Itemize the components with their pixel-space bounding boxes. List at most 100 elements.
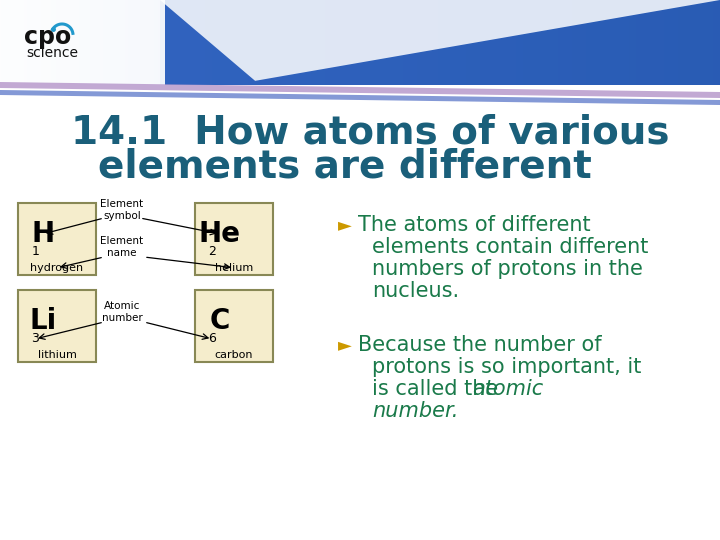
Bar [508, 0, 509, 85]
Bar [161, 0, 162, 85]
Bar [543, 0, 544, 85]
Bar [564, 0, 565, 85]
Bar [258, 0, 259, 85]
Bar [441, 0, 442, 85]
Bar [53, 0, 54, 85]
Bar [176, 0, 177, 85]
Bar [367, 0, 368, 85]
Bar [125, 0, 126, 85]
Bar [489, 0, 490, 85]
Bar [85, 0, 86, 85]
Bar [353, 0, 354, 85]
Bar [588, 0, 589, 85]
Bar [382, 0, 383, 85]
Bar [568, 0, 569, 85]
Bar [275, 0, 276, 85]
Bar [503, 0, 504, 85]
Bar [25, 0, 26, 85]
Bar [39, 0, 40, 85]
Bar [228, 0, 229, 85]
Bar [422, 0, 423, 85]
Bar [349, 0, 350, 85]
Bar [178, 0, 179, 85]
Text: 2: 2 [208, 246, 216, 259]
Bar [416, 0, 417, 85]
Bar [619, 0, 620, 85]
Bar [466, 0, 467, 85]
Bar [455, 0, 456, 85]
Bar [21, 0, 22, 85]
Bar [182, 0, 183, 85]
Bar [123, 0, 124, 85]
Bar [522, 0, 523, 85]
Bar [369, 0, 370, 85]
Bar [242, 0, 243, 85]
Bar [55, 0, 56, 85]
Bar [417, 0, 418, 85]
Bar [287, 0, 288, 85]
Bar [147, 0, 148, 85]
Bar [661, 0, 662, 85]
Bar [260, 0, 261, 85]
Bar [302, 0, 303, 85]
Bar [124, 0, 125, 85]
Bar [487, 0, 488, 85]
Bar [189, 0, 190, 85]
Text: hydrogen: hydrogen [30, 263, 84, 273]
Bar [201, 0, 202, 85]
Bar [60, 0, 61, 85]
Bar [444, 0, 445, 85]
Bar [456, 0, 457, 85]
Bar [563, 0, 564, 85]
Bar [193, 0, 194, 85]
Bar [628, 0, 629, 85]
Text: protons is so important, it: protons is so important, it [372, 357, 642, 377]
Bar [676, 0, 677, 85]
Bar [609, 0, 610, 85]
FancyBboxPatch shape [18, 290, 96, 362]
Bar [519, 0, 520, 85]
Bar [264, 0, 265, 85]
Bar [164, 0, 165, 85]
Bar [702, 0, 703, 85]
Bar [606, 0, 607, 85]
Bar [380, 0, 381, 85]
Bar [10, 0, 11, 85]
Bar [624, 0, 625, 85]
Bar [334, 0, 335, 85]
Bar [292, 0, 293, 85]
Bar [436, 0, 437, 85]
Bar [510, 0, 511, 85]
Bar [438, 0, 439, 85]
Bar [241, 0, 242, 85]
Text: The atoms of different: The atoms of different [358, 215, 590, 235]
Bar [515, 0, 516, 85]
Bar [623, 0, 624, 85]
Bar [599, 0, 600, 85]
Bar [473, 0, 474, 85]
Bar [452, 0, 453, 85]
Bar [521, 0, 522, 85]
Bar [155, 0, 156, 85]
Bar [253, 0, 254, 85]
Bar [704, 0, 705, 85]
Text: 3: 3 [31, 333, 39, 346]
Bar [461, 0, 462, 85]
Bar [562, 0, 563, 85]
Bar [190, 0, 191, 85]
Bar [104, 0, 105, 85]
Bar [557, 0, 558, 85]
Bar [15, 0, 16, 85]
Bar [209, 0, 210, 85]
Bar [314, 0, 315, 85]
Bar [133, 0, 134, 85]
Bar [7, 0, 8, 85]
Bar [16, 0, 17, 85]
Bar [208, 0, 209, 85]
Bar [488, 0, 489, 85]
Bar [12, 0, 13, 85]
Bar [136, 0, 137, 85]
Bar [425, 0, 426, 85]
Bar [629, 0, 630, 85]
Bar [6, 0, 7, 85]
